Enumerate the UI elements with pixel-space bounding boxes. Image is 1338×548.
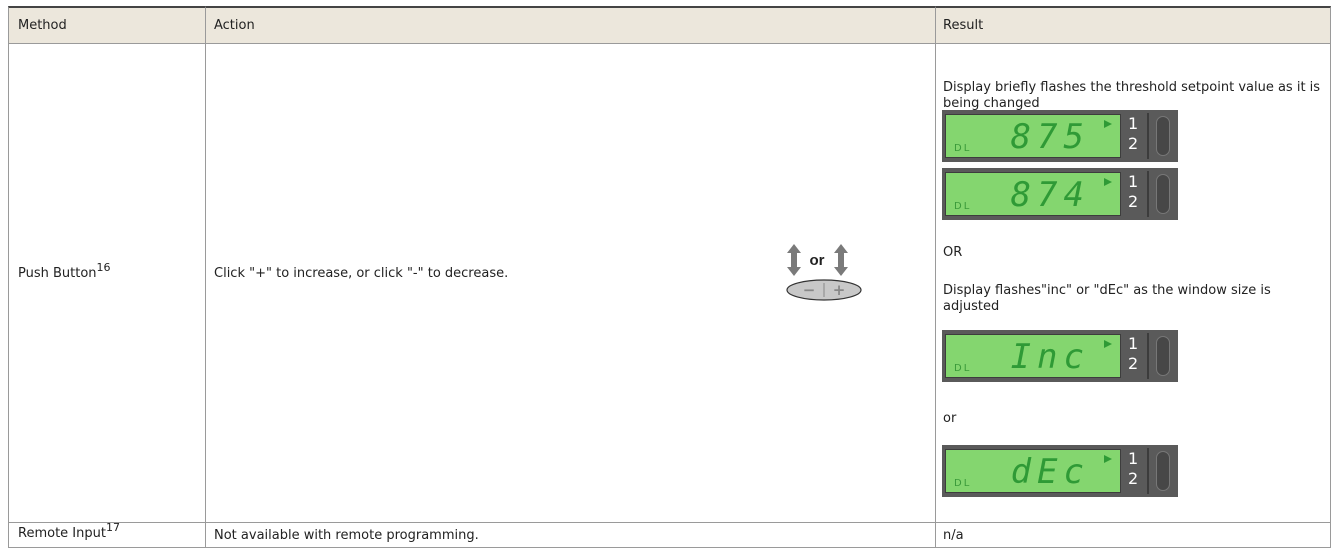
indicator [1104,340,1112,348]
or-label: or [810,252,825,269]
header-text: Action [214,18,255,33]
display-value: dEc [1010,452,1090,492]
indicator [1104,455,1112,463]
lcd-screen: DL Inc [945,334,1121,378]
lcd-display: DL 875 1 2 [942,110,1178,162]
result-text: or [943,411,957,426]
result-text: OR [943,245,963,260]
table-cell [8,43,206,523]
rocker-button [1156,116,1170,156]
header-cell [935,6,1331,44]
method: Push Button16 [18,262,111,282]
separator [1147,448,1149,494]
lcd-display: DL Inc 1 2 [942,330,1178,382]
separator [1147,333,1149,379]
indicator [1104,120,1112,128]
header-text: Result [943,18,984,33]
header-cell [8,6,206,44]
rocker-button [1156,336,1170,376]
channel-label: 2 [1128,469,1139,488]
mode-label: DL [954,201,972,212]
mode-label: DL [954,478,972,489]
rocker-button [1156,174,1170,214]
channel-label: 2 [1128,192,1139,211]
channel-label: 2 [1128,354,1139,373]
result-text: Display flashes"inc" or "dEc" as the win… [943,283,1271,314]
plus-label: + [833,281,846,299]
minus-label: − [803,281,816,299]
method-text: Remote Input [18,526,106,541]
result-text: n/a [943,528,964,543]
rocker-button [1156,451,1170,491]
display-value: Inc [1010,337,1090,377]
arrow-icon [787,244,848,276]
lcd-display: DL dEc 1 2 [942,445,1178,497]
channel-label: 1 [1128,449,1139,468]
channel-label: 1 [1128,334,1139,353]
mode-label: DL [954,143,972,154]
lcd-screen: DL dEc [945,449,1121,493]
header-text: Method [18,18,67,33]
footnote: 17 [105,521,120,534]
mode-label: DL [954,363,972,374]
button-figure: or − + [786,244,862,301]
separator [1147,113,1149,159]
indicator [1104,178,1112,186]
result-text: Display briefly flashes the threshold se… [943,80,1321,111]
action: Not available with remote programming. [214,528,479,543]
display-value: 874 [1010,175,1090,215]
footnote: 16 [96,261,111,274]
channel-label: 1 [1128,114,1139,133]
lcd-screen: DL 875 [945,114,1121,158]
channel-label: 2 [1128,134,1139,153]
header-cell [205,6,936,44]
display-value: 875 [1010,117,1090,157]
separator [1147,171,1149,217]
method-text: Push Button [18,266,97,281]
action: Click "+" to increase, or click "-" to d… [214,266,509,281]
lcd-display: DL 874 1 2 [942,168,1178,220]
channel-label: 1 [1128,172,1139,191]
lcd-screen: DL 874 [945,172,1121,216]
method: Remote Input17 [18,522,120,542]
